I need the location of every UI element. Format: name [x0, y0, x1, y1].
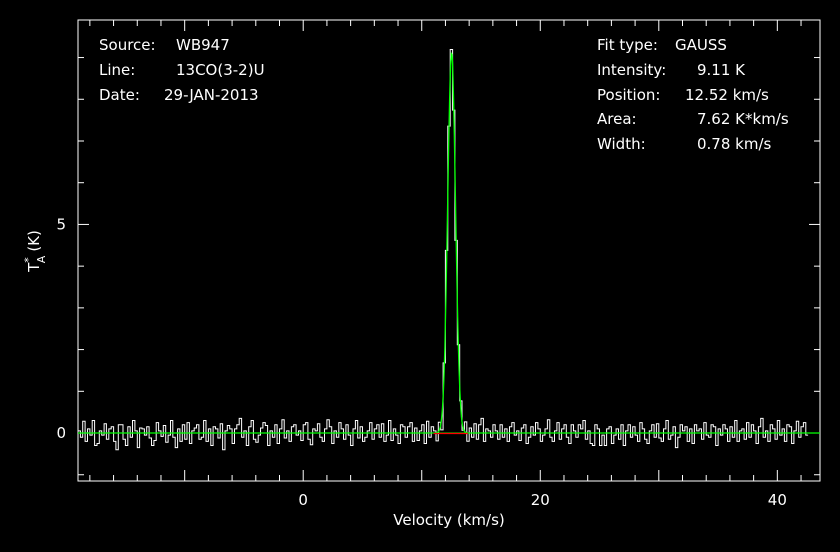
- x-tick-label: 0: [298, 491, 308, 509]
- line-value: 13CO(3-2)U: [176, 61, 265, 79]
- line-label: Line:: [99, 61, 135, 79]
- source-value: WB947: [176, 36, 230, 54]
- gauss-fit-line: [78, 51, 820, 434]
- date-label: Date:: [99, 86, 140, 104]
- area-label: Area:: [597, 110, 637, 128]
- width-value: 0.78 km/s: [697, 135, 772, 153]
- y-axis-label-unit: (K): [25, 230, 43, 252]
- intensity-label: Intensity:: [597, 61, 666, 79]
- x-axis-label: Velocity (km/s): [393, 511, 504, 529]
- width-label: Width:: [597, 135, 646, 153]
- y-axis-label-sup: *: [22, 257, 35, 263]
- info-right: Fit type: GAUSS Intensity: 9.11 K Positi…: [597, 36, 789, 153]
- y-axis-label: T*A (K): [22, 230, 48, 273]
- axis-tick-labels: 0 20 40 0 5: [56, 215, 786, 509]
- info-left: Source: WB947 Line: 13CO(3-2)U Date: 29-…: [99, 36, 265, 104]
- date-value: 29-JAN-2013: [164, 86, 259, 104]
- position-label: Position:: [597, 86, 660, 104]
- intensity-value: 9.11 K: [697, 61, 746, 79]
- y-axis-label-sub: A: [35, 255, 48, 263]
- y-tick-label: 5: [56, 215, 66, 233]
- source-label: Source:: [99, 36, 156, 54]
- y-axis-label-text: T*A (K): [22, 230, 48, 273]
- plot-frame: [77, 19, 821, 482]
- axis-ticks: [78, 20, 820, 481]
- fit-type-value: GAUSS: [675, 36, 727, 54]
- fit-type-label: Fit type:: [597, 36, 658, 54]
- spectrum-line: [78, 49, 809, 451]
- position-value: 12.52 km/s: [685, 86, 769, 104]
- y-axis-label-main: T: [25, 262, 43, 273]
- area-value: 7.62 K*km/s: [697, 110, 789, 128]
- y-tick-label: 0: [56, 424, 66, 442]
- x-tick-label: 40: [768, 491, 787, 509]
- x-tick-label: 20: [531, 491, 550, 509]
